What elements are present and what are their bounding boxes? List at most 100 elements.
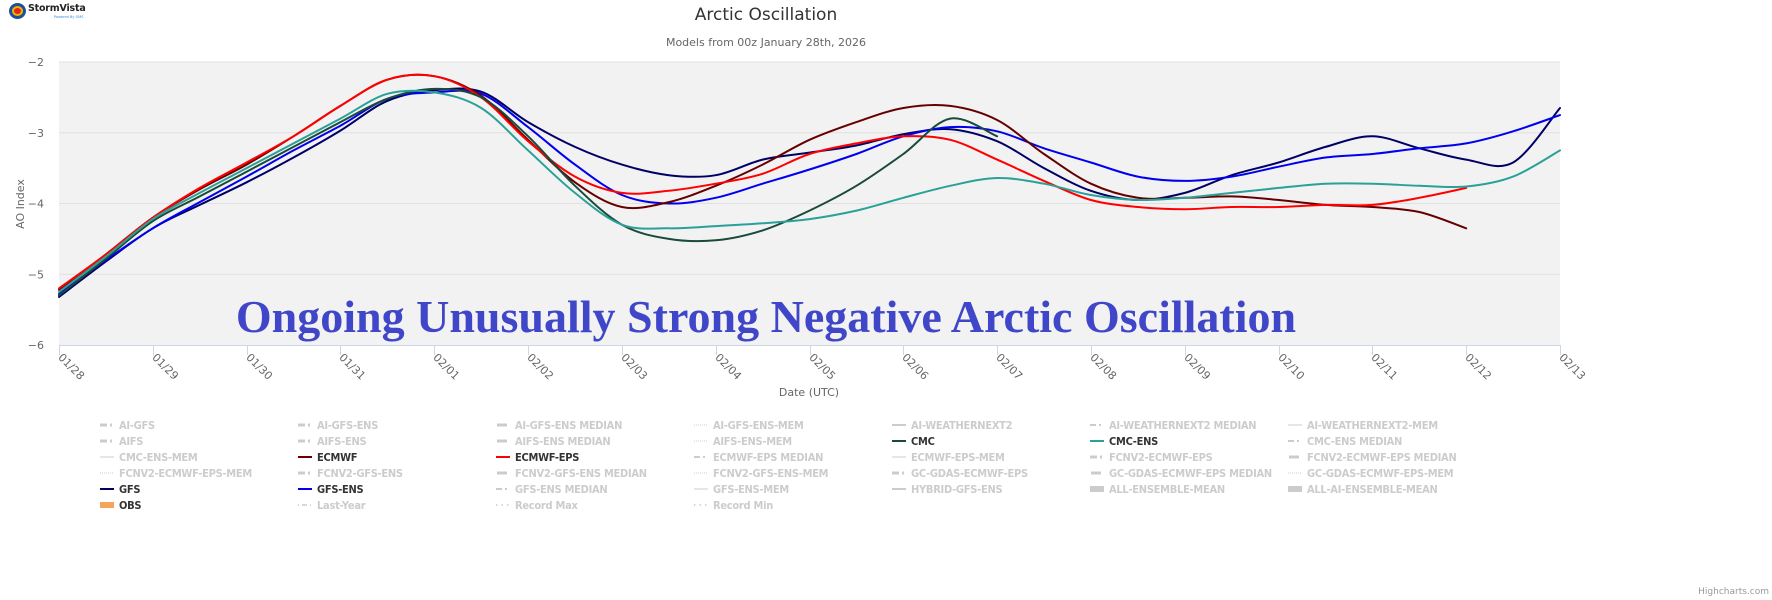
legend-label: CMC (911, 434, 935, 448)
legend-item-gc-gdas-ecmwf-eps-mem[interactable]: GC-GDAS-ECMWF-EPS-MEM (1288, 466, 1470, 480)
legend-item-gc-gdas-ecmwf-eps[interactable]: GC-GDAS-ECMWF-EPS (892, 466, 1041, 480)
legend-symbol-icon (1090, 424, 1104, 426)
legend-item-all-ensemble-mean[interactable]: ALL-ENSEMBLE-MEAN (1090, 482, 1238, 496)
legend-symbol-icon (694, 488, 708, 490)
x-tick-label: 01/30 (243, 351, 275, 383)
legend-symbol-icon (694, 424, 708, 426)
legend-item-ai-weathernext2-median[interactable]: AI-WEATHERNEXT2 MEDIAN (1090, 418, 1273, 432)
logo-tagline: Powered By GMS (54, 15, 84, 19)
legend-item-cmc-ens-mem[interactable]: CMC-ENS-MEM (100, 450, 206, 464)
legend-item-ai-weathernext2[interactable]: AI-WEATHERNEXT2 (892, 418, 1024, 432)
legend-label: FCNV2-ECMWF-EPS (1109, 450, 1213, 464)
legend-item-record-max[interactable]: Record Max (496, 498, 585, 512)
logo-name: StormVista (28, 3, 86, 14)
legend-item-fcnv2-gfs-ens-mem[interactable]: FCNV2-GFS-ENS-MEM (694, 466, 841, 480)
legend-symbol-icon (1090, 440, 1104, 442)
legend-item-ai-gfs-ens-median[interactable]: AI-GFS-ENS MEDIAN (496, 418, 634, 432)
legend-item-gfs-ens-median[interactable]: GFS-ENS MEDIAN (496, 482, 618, 496)
legend-symbol-icon (892, 456, 906, 458)
legend-item-all-ai-ensemble-mean[interactable]: ALL-AI-ENSEMBLE-MEAN (1288, 482, 1452, 496)
series-line-ecmwf-eps[interactable] (58, 73, 1468, 290)
legend-symbol-icon (1289, 455, 1299, 459)
legend-item-aifs-ens[interactable]: AIFS-ENS (298, 434, 372, 448)
legend-symbol-icon (496, 488, 510, 490)
legend-label: HYBRID-GFS-ENS (911, 482, 1003, 496)
legend-symbol-icon (298, 488, 312, 490)
y-tick-label: −3 (28, 127, 44, 140)
legend-label: ECMWF-EPS (515, 450, 580, 464)
legend-item-ai-gfs[interactable]: AI-GFS (100, 418, 159, 432)
legend-item-ecmwf-eps[interactable]: ECMWF-EPS (496, 450, 586, 464)
x-tick-label: 02/03 (618, 351, 650, 383)
legend-symbol-icon (694, 504, 708, 506)
legend-item-ai-weathernext2-mem[interactable]: AI-WEATHERNEXT2-MEM (1288, 418, 1452, 432)
legend-item-ecmwf-eps-mem[interactable]: ECMWF-EPS-MEM (892, 450, 1015, 464)
legend-item-obs[interactable]: OBS (100, 498, 144, 512)
legend-item-gfs-ens[interactable]: GFS-ENS (298, 482, 369, 496)
legend-item-record-min[interactable]: Record Min (694, 498, 780, 512)
legend-item-fcnv2-ecmwf-eps-mem[interactable]: FCNV2-ECMWF-EPS-MEM (100, 466, 267, 480)
y-axis: −2 −3 −4 −5 −6 (28, 56, 44, 352)
legend-item-ecmwf-eps-median[interactable]: ECMWF-EPS MEDIAN (694, 450, 835, 464)
legend-symbol-icon (298, 471, 312, 475)
legend-symbol-icon (1090, 486, 1104, 492)
series-line-gfs-ens[interactable] (58, 89, 1561, 296)
legend-label: AI-WEATHERNEXT2 (911, 418, 1013, 432)
legend-symbol-icon (1091, 471, 1101, 475)
legend-item-cmc-ens-median[interactable]: CMC-ENS MEDIAN (1288, 434, 1413, 448)
legend-item-aifs[interactable]: AIFS (100, 434, 146, 448)
legend-item-aifs-ens-mem[interactable]: AIFS-ENS-MEM (694, 434, 801, 448)
legend-label: ALL-AI-ENSEMBLE-MEAN (1307, 482, 1438, 496)
legend-item-gfs-ens-mem[interactable]: GFS-ENS-MEM (694, 482, 797, 496)
legend-item-last-year[interactable]: Last-Year (298, 498, 371, 512)
legend-symbol-icon (694, 440, 708, 442)
legend-label: GFS-ENS-MEM (713, 482, 789, 496)
legend-label: GFS-ENS MEDIAN (515, 482, 608, 496)
x-tick-label: 02/04 (712, 351, 744, 383)
y-tick-label: −2 (28, 56, 44, 69)
legend-label: AI-GFS (119, 418, 155, 432)
legend-symbol-icon (1288, 486, 1302, 492)
legend-symbol-icon (1288, 424, 1302, 426)
series-line-cmc[interactable] (58, 87, 999, 297)
x-tick-label: 02/05 (806, 351, 838, 383)
x-tick-label: 01/29 (149, 351, 181, 383)
legend-label: ECMWF-EPS-MEM (911, 450, 1005, 464)
legend-item-fcnv2-gfs-ens[interactable]: FCNV2-GFS-ENS (298, 466, 412, 480)
x-tick-label: 02/10 (1275, 351, 1307, 383)
legend-symbol-icon (298, 504, 312, 506)
legend-label: Record Min (713, 498, 774, 512)
legend-label: AI-GFS-ENS-MEM (713, 418, 804, 432)
legend-item-fcnv2-gfs-ens-median[interactable]: FCNV2-GFS-ENS MEDIAN (496, 466, 661, 480)
legend-item-ai-gfs-ens-mem[interactable]: AI-GFS-ENS-MEM (694, 418, 814, 432)
legend-item-ecmwf[interactable]: ECMWF (298, 450, 362, 464)
legend-label: FCNV2-GFS-ENS-MEM (713, 466, 829, 480)
x-tick-label: 02/01 (430, 351, 462, 383)
legend-symbol-icon (497, 471, 507, 475)
legend-item-gc-gdas-ecmwf-eps-median[interactable]: GC-GDAS-ECMWF-EPS MEDIAN (1090, 466, 1290, 480)
x-tick-label: 02/02 (524, 351, 556, 383)
legend-item-ai-gfs-ens[interactable]: AI-GFS-ENS (298, 418, 385, 432)
legend-label: AI-WEATHERNEXT2 MEDIAN (1109, 418, 1257, 432)
legend-item-cmc-ens[interactable]: CMC-ENS (1090, 434, 1163, 448)
legend-label: FCNV2-GFS-ENS MEDIAN (515, 466, 647, 480)
legend-label: AI-WEATHERNEXT2-MEM (1307, 418, 1438, 432)
legend-symbol-icon (694, 456, 708, 458)
legend-item-fcnv2-ecmwf-eps-median[interactable]: FCNV2-ECMWF-EPS MEDIAN (1288, 450, 1473, 464)
legend-item-gfs[interactable]: GFS (100, 482, 143, 496)
x-tick-label: 02/13 (1556, 351, 1588, 383)
y-axis-title: AO Index (14, 179, 27, 229)
legend-item-cmc[interactable]: CMC (892, 434, 937, 448)
legend-label: CMC-ENS (1109, 434, 1159, 448)
series-line-cmc-ens[interactable] (58, 89, 1561, 293)
series-line-gfs[interactable] (58, 87, 1561, 298)
highcharts-credit-link[interactable]: Highcharts.com (1698, 587, 1769, 597)
legend-item-fcnv2-ecmwf-eps[interactable]: FCNV2-ECMWF-EPS (1090, 450, 1224, 464)
legend-symbol-icon (100, 502, 114, 508)
legend-symbol-icon (298, 423, 312, 427)
stormvista-logo: StormVista Powered By GMS (6, 2, 86, 22)
legend-label: AIFS-ENS (317, 434, 367, 448)
legend-item-hybrid-gfs-ens[interactable]: HYBRID-GFS-ENS (892, 482, 1013, 496)
legend-item-aifs-ens-median[interactable]: AIFS-ENS MEDIAN (496, 434, 621, 448)
